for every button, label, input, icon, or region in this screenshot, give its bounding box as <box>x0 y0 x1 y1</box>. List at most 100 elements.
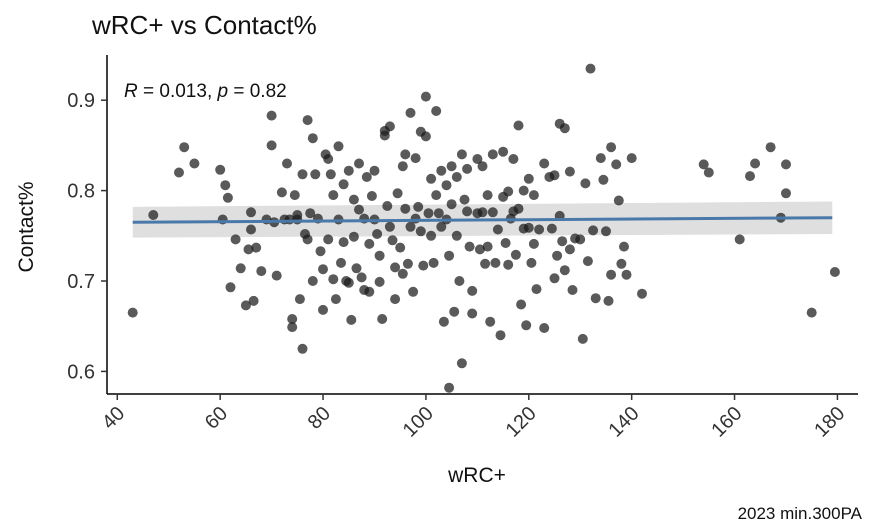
data-point <box>246 224 256 235</box>
data-point <box>343 165 354 176</box>
data-point <box>474 244 485 255</box>
data-point <box>328 190 339 201</box>
data-point <box>446 161 457 172</box>
data-point <box>444 382 455 393</box>
data-point <box>516 299 527 310</box>
data-point <box>222 192 233 203</box>
data-point <box>487 149 498 160</box>
data-point <box>454 276 465 286</box>
data-point <box>577 333 588 344</box>
data-point <box>354 158 364 169</box>
data-point <box>490 257 501 268</box>
p-value: 0.82 <box>250 81 287 102</box>
data-point <box>477 207 488 218</box>
data-point <box>598 174 609 185</box>
data-point <box>528 238 539 249</box>
data-point <box>325 169 336 180</box>
data-point <box>348 194 359 205</box>
data-point <box>282 158 292 169</box>
data-point <box>500 238 511 248</box>
data-point <box>354 204 364 215</box>
data-point <box>637 288 647 299</box>
data-point <box>451 172 462 182</box>
data-point <box>271 270 282 281</box>
data-point <box>287 314 298 324</box>
y-tick-label: 0.8 <box>67 181 95 203</box>
data-point <box>315 246 326 257</box>
data-point <box>374 276 385 287</box>
data-point <box>402 258 413 269</box>
data-point <box>619 241 629 252</box>
data-point <box>546 223 557 234</box>
data-point <box>503 186 514 197</box>
data-point <box>621 269 632 280</box>
data-point <box>549 273 560 284</box>
data-point <box>508 154 519 164</box>
data-point <box>276 187 287 198</box>
data-point <box>436 221 447 232</box>
data-point <box>534 224 545 235</box>
data-point <box>292 214 303 225</box>
fit-line <box>132 216 833 224</box>
data-point <box>829 267 840 277</box>
data-point <box>148 210 159 220</box>
y-tick-label: 0.9 <box>67 90 95 112</box>
data-point <box>287 322 298 333</box>
data-point <box>390 294 401 305</box>
data-point <box>549 170 560 181</box>
data-point <box>384 121 395 132</box>
data-point <box>390 262 401 273</box>
data-point <box>369 165 380 176</box>
data-point <box>307 276 318 286</box>
data-point <box>426 173 437 184</box>
data-point <box>256 266 267 277</box>
data-point <box>423 208 434 219</box>
data-point <box>564 244 575 255</box>
data-point <box>230 234 241 245</box>
data-point <box>338 179 349 190</box>
data-point <box>601 226 611 237</box>
data-point <box>438 316 449 327</box>
data-point <box>408 286 419 297</box>
x-tick-label: 160 <box>707 402 746 441</box>
data-point <box>557 236 568 247</box>
data-point <box>451 230 462 241</box>
data-point <box>246 207 256 218</box>
data-point <box>698 159 709 170</box>
data-point <box>485 316 496 327</box>
x-tick-label: 100 <box>399 402 438 441</box>
chart-caption: 2023 min.300PA <box>737 504 862 523</box>
data-point <box>387 235 398 246</box>
data-point <box>464 241 475 252</box>
data-point <box>531 284 542 295</box>
fit-line-layer <box>132 216 833 224</box>
data-point <box>459 194 470 205</box>
data-point <box>240 300 251 311</box>
data-point <box>382 201 393 211</box>
x-tick-label: 140 <box>605 402 644 441</box>
data-point <box>781 188 791 199</box>
data-point <box>379 130 390 141</box>
annotation-separator: , <box>207 81 218 102</box>
chart-title: wRC+ vs Contact% <box>92 10 317 40</box>
data-point <box>405 221 416 232</box>
data-point <box>333 141 344 152</box>
data-point <box>564 166 575 177</box>
data-point <box>523 222 534 233</box>
correlation-annotation: R = 0.013, p = 0.82 <box>124 81 287 102</box>
data-point <box>415 226 426 237</box>
data-point <box>449 306 460 317</box>
data-point <box>366 191 377 201</box>
data-point <box>351 263 362 274</box>
data-point <box>606 269 617 280</box>
data-point <box>338 237 349 248</box>
data-point <box>289 190 300 201</box>
data-point <box>806 307 817 318</box>
data-point <box>297 343 308 354</box>
data-point <box>392 188 403 199</box>
data-point <box>377 314 388 324</box>
data-point <box>487 207 498 218</box>
data-point <box>384 221 395 232</box>
data-point <box>567 285 578 295</box>
x-tick-label: 80 <box>304 402 335 433</box>
